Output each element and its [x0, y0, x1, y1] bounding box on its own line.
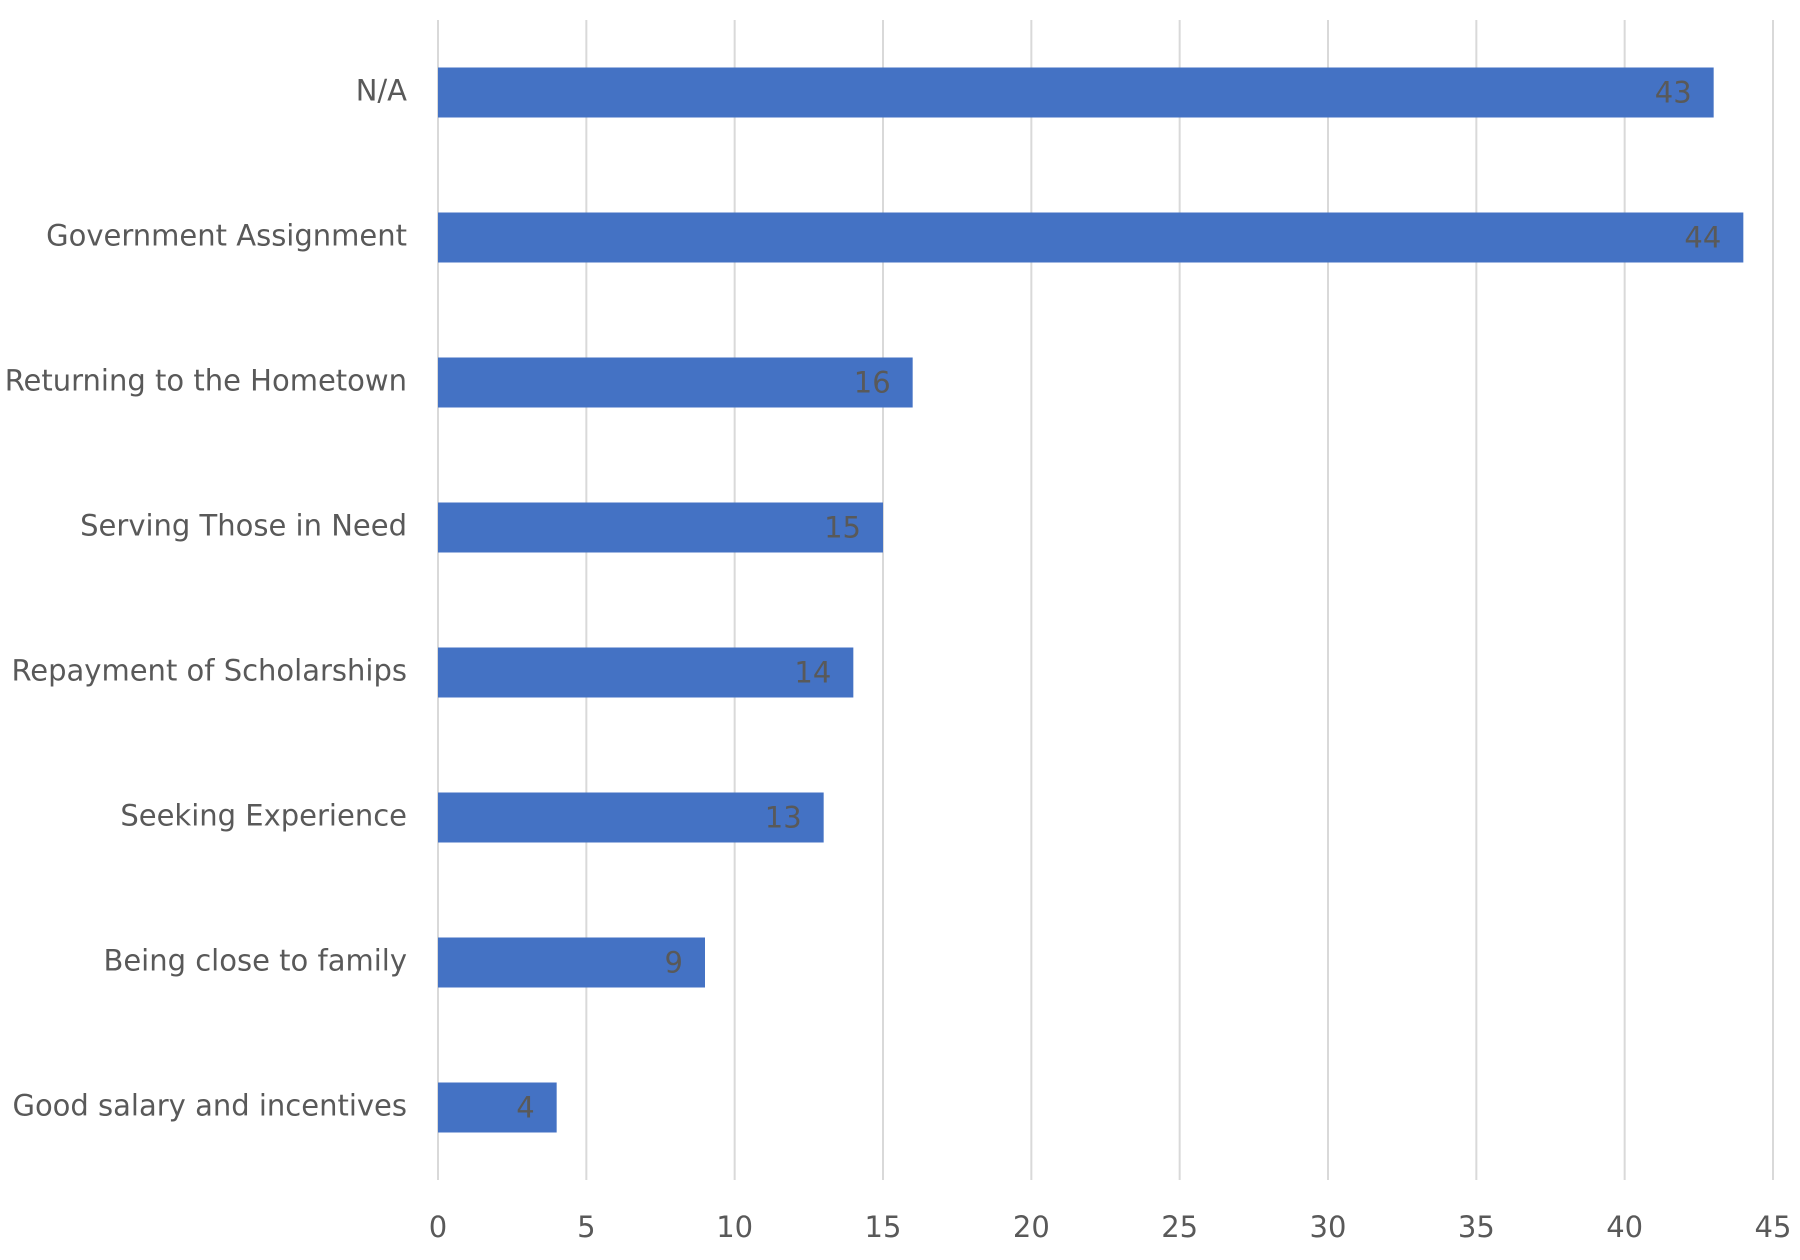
x-axis-ticks: 0 5 10 15 20 25 30 35 40 45	[429, 1210, 1792, 1244]
category-label: N/A	[356, 74, 407, 108]
category-label: Returning to the Hometown	[5, 364, 407, 398]
category-label: Being close to family	[103, 944, 407, 978]
category-label: Government Assignment	[46, 219, 407, 253]
bar	[438, 67, 1714, 118]
x-tick-label: 5	[577, 1210, 595, 1244]
data-labels: 43 44 16 15 14 13 9 4	[516, 76, 1721, 1125]
data-label: 44	[1684, 221, 1721, 255]
category-label: Repayment of Scholarships	[11, 654, 407, 688]
bar	[438, 212, 1744, 263]
category-label: Good salary and incentives	[12, 1089, 407, 1123]
data-label: 9	[665, 946, 683, 980]
bars	[438, 67, 1744, 1133]
x-tick-label: 25	[1161, 1210, 1198, 1244]
bar	[438, 357, 913, 408]
bar	[438, 792, 824, 843]
x-tick-label: 10	[716, 1210, 753, 1244]
data-label: 4	[516, 1091, 534, 1125]
category-label: Seeking Experience	[120, 799, 407, 833]
bar	[438, 937, 705, 988]
bar	[438, 647, 854, 698]
bar	[438, 1082, 557, 1133]
x-tick-label: 15	[865, 1210, 902, 1244]
data-label: 16	[854, 366, 891, 400]
x-tick-label: 30	[1310, 1210, 1347, 1244]
data-label: 13	[765, 801, 802, 835]
x-tick-label: 45	[1755, 1210, 1792, 1244]
data-label: 43	[1655, 76, 1692, 110]
x-tick-label: 0	[429, 1210, 447, 1244]
x-tick-label: 20	[1013, 1210, 1050, 1244]
gridlines	[437, 20, 1774, 1180]
category-label: Serving Those in Need	[80, 509, 407, 543]
category-labels: N/A Government Assignment Returning to the…	[5, 74, 407, 1123]
x-tick-label: 40	[1606, 1210, 1643, 1244]
data-label: 15	[824, 511, 861, 545]
x-tick-label: 35	[1458, 1210, 1495, 1244]
bar	[438, 502, 883, 553]
data-label: 14	[794, 656, 831, 690]
